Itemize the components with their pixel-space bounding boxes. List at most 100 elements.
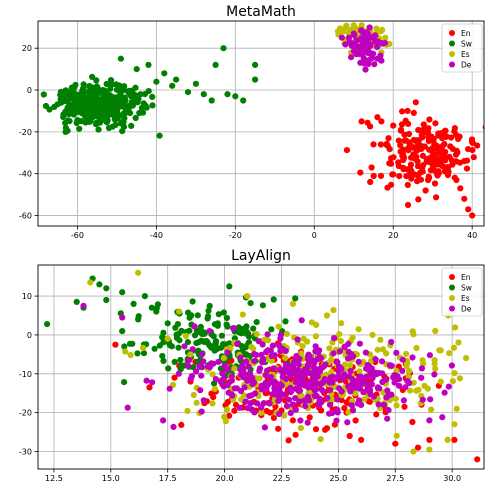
y-tick-label: 0 — [27, 86, 32, 95]
data-point — [253, 331, 260, 338]
data-point — [275, 425, 282, 432]
data-point — [250, 378, 257, 385]
data-point — [92, 87, 99, 94]
data-point — [294, 336, 301, 343]
data-point — [384, 184, 391, 191]
data-point — [328, 368, 335, 375]
data-point — [399, 356, 406, 363]
data-point — [382, 34, 389, 41]
data-point — [270, 365, 277, 372]
data-point — [171, 358, 178, 365]
data-point — [390, 122, 397, 129]
data-point — [426, 417, 433, 424]
data-point — [373, 411, 380, 418]
data-point — [231, 385, 238, 392]
x-tick-label: 20 — [388, 231, 398, 240]
data-point — [230, 325, 238, 332]
y-tick-label: -30 — [19, 448, 32, 457]
data-point — [218, 332, 225, 339]
data-point — [374, 384, 381, 391]
data-point — [175, 344, 182, 351]
data-point — [368, 365, 375, 372]
data-point — [413, 137, 420, 144]
data-point — [46, 106, 53, 113]
data-point — [474, 142, 481, 149]
data-point — [98, 99, 105, 106]
data-point — [234, 340, 241, 348]
data-point — [417, 176, 425, 183]
x-tick-label: 30.0 — [443, 474, 461, 482]
data-point — [399, 367, 406, 374]
data-point — [253, 319, 260, 326]
data-point — [403, 362, 410, 370]
data-point — [329, 373, 336, 380]
data-point — [451, 370, 458, 377]
data-point — [283, 403, 291, 410]
data-point — [413, 153, 420, 160]
data-point — [350, 30, 357, 37]
data-point — [68, 91, 76, 98]
data-point — [348, 353, 355, 360]
data-point — [193, 399, 200, 406]
data-point — [246, 370, 253, 377]
data-point — [186, 327, 193, 334]
data-point — [432, 157, 439, 164]
data-point — [274, 382, 281, 390]
data-point — [223, 314, 230, 322]
data-point — [469, 138, 476, 146]
data-point — [432, 168, 439, 175]
data-point — [364, 119, 371, 126]
data-point — [369, 374, 376, 382]
data-point — [105, 124, 113, 132]
data-point — [205, 307, 212, 314]
data-point — [419, 164, 426, 172]
data-point — [436, 149, 443, 156]
data-point — [431, 180, 439, 187]
data-point — [289, 401, 296, 408]
data-point — [193, 340, 200, 347]
data-point — [191, 332, 199, 339]
data-point — [237, 387, 244, 395]
data-point — [425, 158, 432, 165]
data-point — [254, 400, 261, 407]
data-point — [212, 376, 219, 383]
data-point — [60, 98, 67, 105]
points-layer — [44, 269, 481, 463]
data-point — [346, 38, 353, 46]
y-tick-label: 20 — [22, 44, 32, 53]
data-point — [270, 296, 277, 303]
data-point — [73, 298, 80, 305]
data-point — [176, 308, 183, 315]
data-point — [226, 283, 233, 290]
legend-label: En — [461, 29, 471, 38]
data-point — [80, 302, 87, 309]
data-point — [187, 375, 194, 382]
data-point — [378, 118, 385, 125]
data-point — [221, 362, 228, 370]
x-tick-label: -60 — [71, 231, 84, 240]
y-tick-label: -20 — [19, 128, 32, 137]
data-point — [259, 302, 266, 309]
data-point — [429, 151, 436, 158]
data-point — [348, 385, 356, 392]
data-point — [451, 128, 458, 135]
data-point — [206, 302, 213, 310]
data-point — [404, 181, 411, 189]
data-point — [437, 378, 444, 385]
data-point — [149, 102, 156, 109]
data-point — [134, 350, 141, 357]
data-point — [121, 379, 128, 386]
data-point — [409, 354, 416, 361]
data-point — [412, 99, 419, 106]
data-point — [136, 109, 143, 117]
data-point — [398, 126, 405, 133]
data-point — [465, 146, 472, 153]
data-point — [410, 379, 417, 386]
data-point — [383, 350, 390, 357]
data-point — [348, 54, 355, 61]
data-point — [431, 360, 438, 367]
data-point — [357, 59, 364, 66]
data-point — [295, 361, 302, 368]
data-point — [133, 66, 140, 73]
data-point — [448, 362, 455, 369]
